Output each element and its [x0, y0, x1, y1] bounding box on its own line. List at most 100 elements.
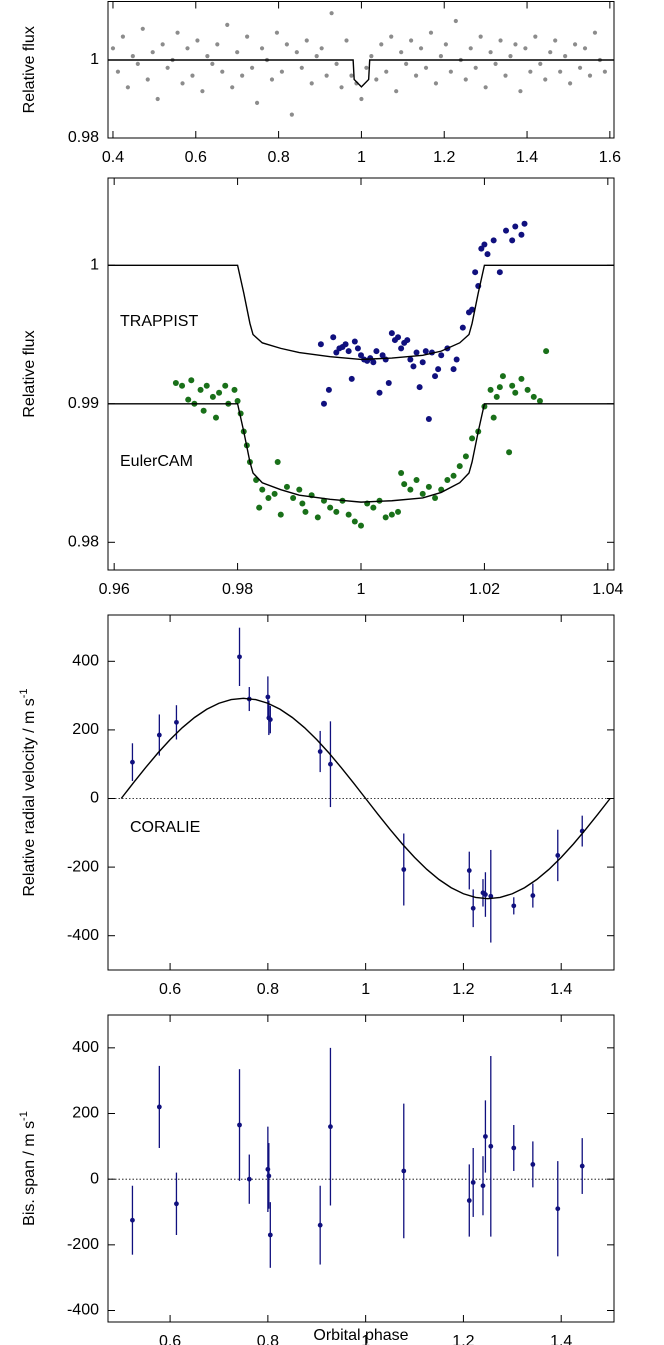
- data-point: [156, 1104, 162, 1110]
- data-point: [237, 654, 242, 660]
- plot-area: [108, 11, 614, 117]
- data-point: [246, 1176, 252, 1182]
- data-point: [349, 73, 354, 78]
- data-point: [490, 237, 497, 244]
- data-point: [344, 38, 349, 43]
- data-point: [418, 46, 424, 51]
- y-tick-label: 0.98: [68, 534, 99, 551]
- data-point: [511, 903, 517, 909]
- data-point: [190, 73, 195, 78]
- data-point: [265, 494, 272, 501]
- data-point: [469, 306, 476, 313]
- data-point: [150, 50, 155, 55]
- y-tick-label: -200: [67, 1236, 99, 1253]
- data-point: [462, 453, 469, 460]
- x-tick-label: 1.2: [452, 1333, 474, 1345]
- data-point: [413, 73, 419, 78]
- data-point: [333, 508, 340, 515]
- data-point: [197, 386, 204, 393]
- x-tick-label: 1.02: [469, 581, 500, 598]
- y-tick-label: 0.99: [68, 395, 99, 412]
- data-point: [577, 65, 583, 70]
- data-point: [543, 77, 548, 82]
- y-axis-title: Bis. span / m s-1: [18, 1111, 38, 1226]
- data-point: [249, 65, 255, 70]
- data-point: [188, 377, 195, 384]
- data-point: [498, 38, 503, 43]
- data-point: [267, 1232, 273, 1238]
- data-point: [407, 356, 414, 363]
- y-axis-title-sup: -1: [18, 688, 30, 698]
- y-tick-label: -200: [67, 858, 99, 875]
- data-point: [348, 375, 355, 382]
- data-point: [496, 269, 503, 276]
- data-point: [466, 868, 472, 873]
- data-point: [512, 389, 519, 396]
- data-point: [404, 337, 411, 344]
- x-tick-label: 1: [357, 581, 366, 598]
- x-tick-label: 0.8: [257, 981, 279, 998]
- data-point: [234, 398, 241, 405]
- data-point: [511, 1145, 517, 1151]
- data-point: [203, 382, 210, 389]
- data-point: [271, 490, 278, 497]
- data-point: [506, 449, 513, 456]
- data-point: [509, 237, 516, 244]
- data-point: [274, 30, 280, 35]
- data-point: [283, 483, 290, 490]
- data-point: [235, 50, 240, 55]
- data-point: [438, 352, 445, 359]
- data-point: [432, 373, 439, 380]
- data-point: [530, 393, 537, 400]
- x-tick-label: 1.2: [452, 981, 474, 998]
- data-point: [328, 761, 333, 767]
- y-axis-title-sup: -1: [18, 1111, 30, 1121]
- data-point: [314, 514, 321, 521]
- data-point: [317, 341, 324, 348]
- data-point: [175, 30, 180, 35]
- y-axis-title-text: Relative radial velocity / m s: [21, 698, 38, 896]
- data-point: [296, 486, 303, 493]
- y-tick-label: -400: [67, 927, 99, 944]
- data-point: [267, 717, 273, 723]
- data-point: [212, 414, 219, 421]
- data-point: [466, 1198, 472, 1203]
- data-point: [484, 251, 491, 258]
- data-point: [200, 407, 207, 414]
- data-point: [425, 483, 432, 490]
- data-point: [354, 345, 361, 352]
- data-point: [422, 348, 429, 355]
- data-point: [379, 42, 384, 47]
- model-line: [108, 403, 614, 503]
- data-point: [277, 511, 284, 518]
- x-tick-label: 1.4: [550, 981, 572, 998]
- data-point: [237, 1122, 242, 1128]
- data-point: [472, 269, 479, 276]
- data-point: [110, 46, 116, 51]
- x-tick-label: 1.6: [599, 149, 621, 166]
- x-axis-title: Orbital phase: [313, 1327, 408, 1344]
- data-point: [433, 81, 439, 86]
- model-line: [108, 264, 614, 361]
- data-point: [351, 338, 358, 345]
- data-point: [205, 54, 210, 59]
- data-point: [416, 384, 423, 391]
- data-point: [582, 46, 588, 51]
- data-point: [254, 100, 260, 105]
- data-point: [125, 85, 130, 90]
- data-point: [413, 476, 420, 483]
- data-point: [398, 470, 405, 477]
- data-point: [209, 393, 216, 400]
- data-point: [503, 227, 510, 234]
- annotation: EulerCAM: [120, 453, 193, 470]
- data-point: [399, 50, 404, 55]
- y-tick-label: 0: [90, 790, 99, 807]
- data-point: [388, 330, 395, 337]
- x-tick-label: 1.4: [516, 149, 538, 166]
- data-point: [512, 223, 519, 230]
- data-point: [172, 380, 179, 387]
- x-tick-label: 0.96: [99, 581, 130, 598]
- plot-area: [108, 1047, 614, 1268]
- data-point: [259, 46, 265, 51]
